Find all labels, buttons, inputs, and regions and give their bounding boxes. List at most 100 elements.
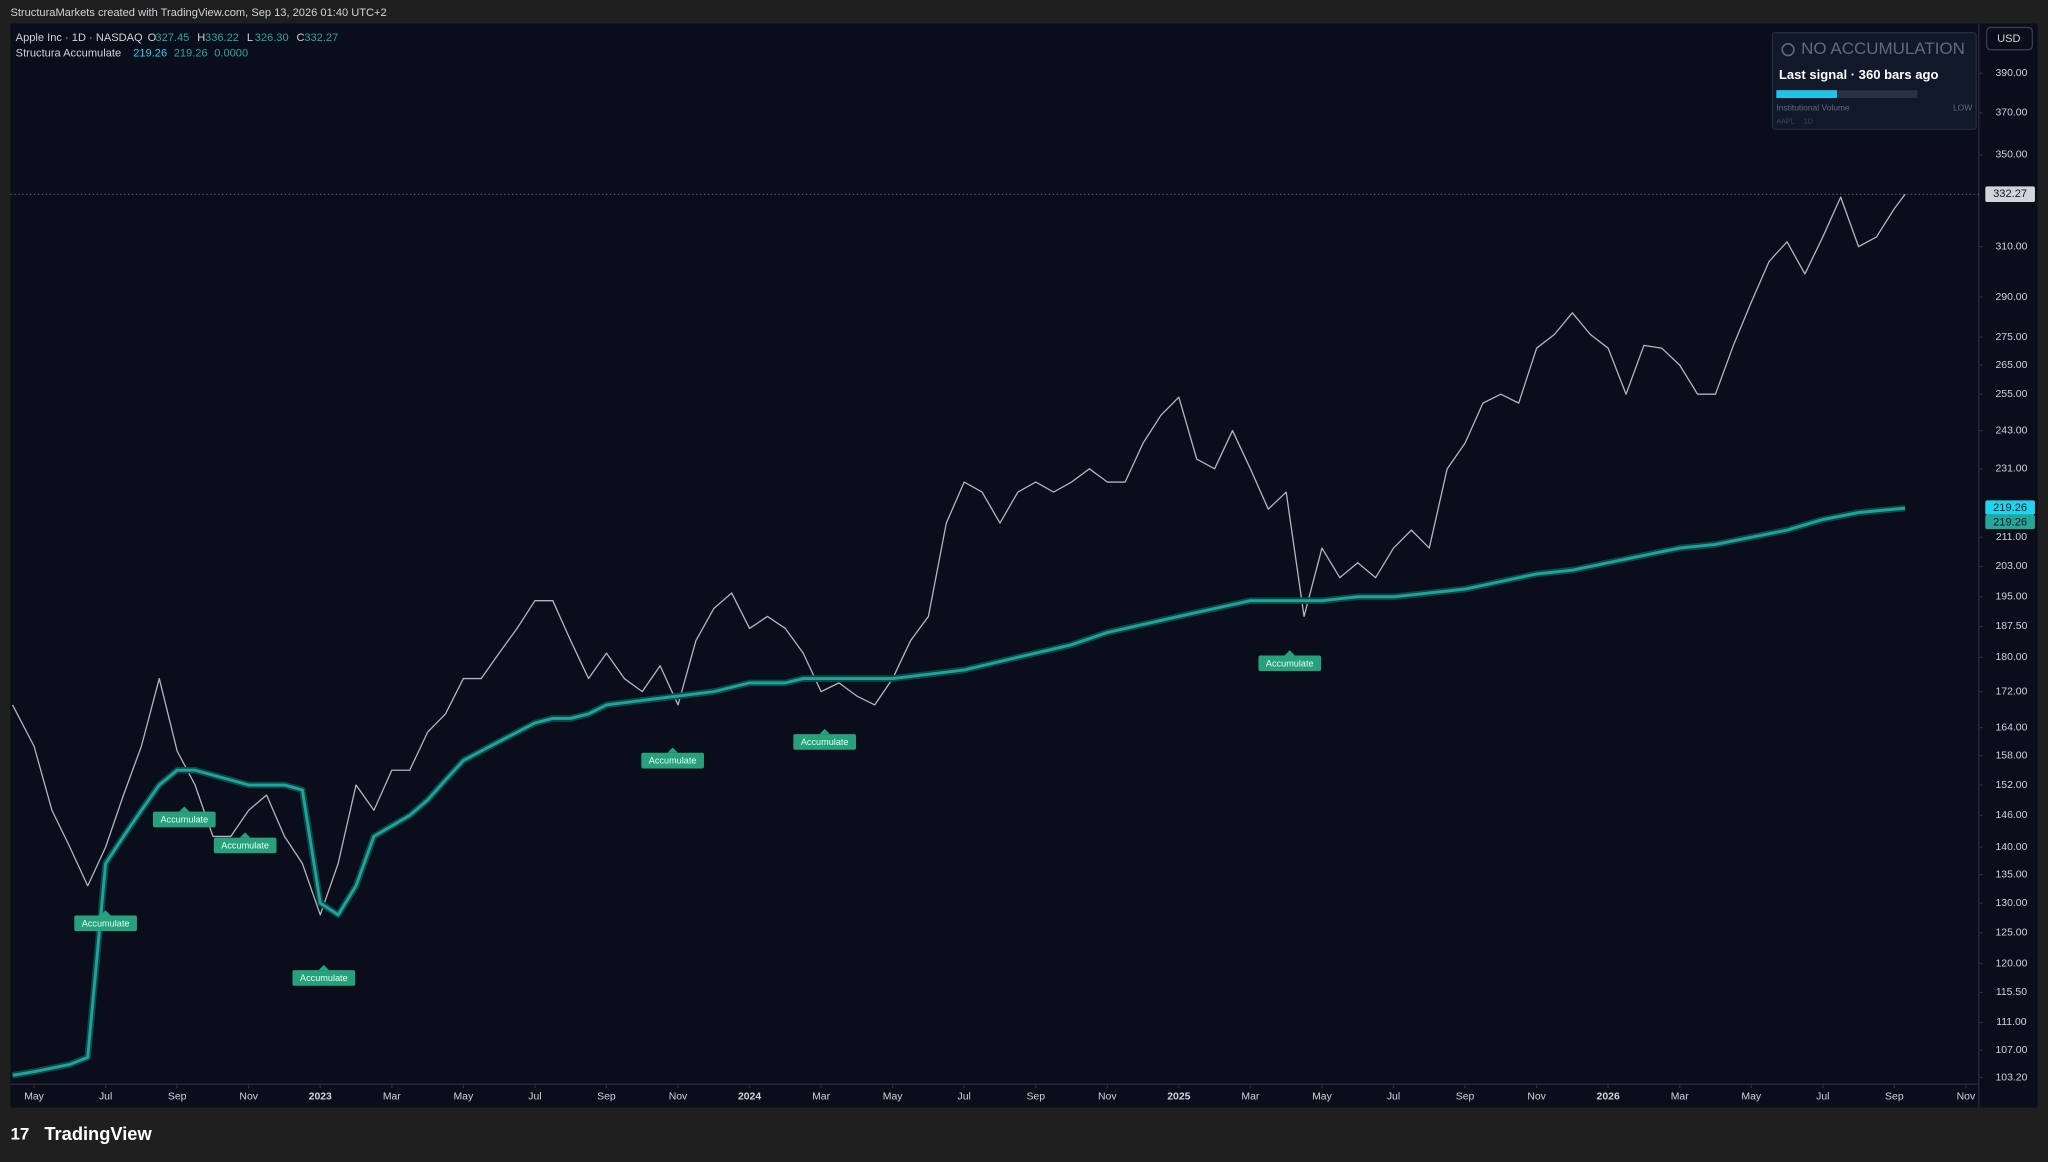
meter-label: Institutional Volume (1776, 103, 1850, 113)
indicator-value: 0.0000 (214, 48, 248, 60)
indicator-tag-text: 219.26 (1993, 517, 2027, 529)
signal-box (74, 915, 137, 932)
signal-pointer (100, 910, 111, 916)
x-tick-label: Sep (168, 1091, 187, 1102)
signal-label: Accumulate (82, 918, 130, 928)
logo-mark: 17 (10, 1125, 29, 1144)
accumulate-signal: Accumulate (793, 728, 857, 750)
panel-box (1771, 32, 1977, 130)
legend-key: H (197, 32, 205, 44)
accumulate-signal: Accumulate (152, 806, 216, 828)
y-tick-label: 211.00 (1996, 532, 2027, 543)
y-tick-label: 390.00 (1995, 68, 2027, 79)
accumulate-signal: Accumulate (1258, 650, 1322, 672)
y-tick-label: 107.00 (1995, 1045, 2027, 1056)
y-tick-label: 135.00 (1995, 869, 2027, 880)
indicator-value: 219.26 (133, 48, 167, 60)
legend-value: 332.27 (304, 32, 338, 44)
y-tick-label: 370.00 (1995, 108, 2027, 119)
x-tick-label: 2023 (309, 1091, 332, 1102)
y-tick-label: 164.00 (1995, 722, 2027, 733)
x-tick-label: 2024 (738, 1091, 761, 1102)
legend-key: C (296, 32, 304, 44)
signal-panel: NO ACCUMULATION Last signal · 360 bars a… (1771, 32, 1977, 130)
currency-button[interactable]: USD (1985, 26, 2033, 51)
x-tick-label: Nov (1527, 1091, 1546, 1102)
y-tick-label: 187.50 (1995, 621, 2027, 632)
signal-box (1258, 655, 1322, 672)
panel-interval: 1D (1804, 117, 1813, 125)
chart-pane (10, 23, 2038, 1108)
y-tick-label: 180.00 (1995, 652, 2027, 663)
panel-symbol: AAPL (1776, 117, 1794, 125)
x-tick-label: May (453, 1091, 473, 1102)
signal-box (793, 734, 857, 750)
y-tick-label: 350.00 (1995, 150, 2027, 161)
x-tick-label: Mar (1241, 1091, 1259, 1102)
y-tick-label: 120.00 (1995, 958, 2027, 969)
y-tick-label: 195.00 (1995, 592, 2027, 603)
signal-box (641, 752, 704, 769)
x-tick-label: Sep (1885, 1091, 1904, 1102)
y-tick-label: 275.00 (1995, 332, 2027, 343)
currency-label: USD (1997, 33, 2020, 45)
y-tick-label: 103.20 (1995, 1072, 2027, 1083)
logo[interactable]: 17 TradingView (10, 1123, 152, 1144)
panel-last-signal: Last signal · 360 bars ago (1779, 67, 1939, 82)
x-tick-label: Sep (597, 1091, 616, 1102)
y-tick-label: 243.00 (1995, 425, 2027, 436)
x-tick-label: 2025 (1167, 1091, 1190, 1102)
attribution: StructuraMarkets created with TradingVie… (10, 7, 386, 19)
x-tick-label: Jul (528, 1091, 541, 1102)
signal-pointer (819, 728, 830, 735)
y-tick-label: 265.00 (1995, 360, 2027, 371)
last-price-text: 332.27 (1993, 188, 2027, 200)
x-tick-label: May (24, 1091, 44, 1102)
signal-box (213, 837, 277, 854)
y-tick-label: 130.00 (1995, 898, 2027, 909)
accumulate-signal: Accumulate (74, 910, 137, 932)
currency-box (1985, 26, 2033, 51)
x-tick-label: May (1741, 1091, 1761, 1102)
logo-text: TradingView (44, 1123, 152, 1144)
price-line (12, 193, 1906, 916)
signal-label: Accumulate (1266, 658, 1314, 668)
y-tick-label: 158.00 (1995, 751, 2027, 762)
x-tick-label: May (1312, 1091, 1332, 1102)
signal-pointer (318, 964, 330, 971)
x-tick-label: Nov (1957, 1091, 1976, 1102)
legend-key: O (148, 32, 157, 44)
meter-level: LOW (1953, 103, 1972, 113)
x-tick-label: Nov (239, 1091, 258, 1102)
indicator-line (12, 506, 1906, 1077)
indicator-tag-text: 219.26 (1993, 502, 2027, 514)
y-tick-label: 125.00 (1995, 927, 2027, 938)
accumulate-signal: Accumulate (213, 832, 277, 854)
legend-value: 336.22 (205, 32, 239, 44)
y-tick-label: 115.50 (1996, 987, 2027, 998)
indicator-tag (1985, 514, 2035, 530)
y-tick-label: 111.00 (1996, 1017, 2027, 1028)
meter-fill (1776, 90, 1837, 98)
indicator-value: 219.26 (174, 48, 208, 60)
status-icon (1781, 43, 1795, 57)
y-tick-label: 231.00 (1995, 464, 2027, 475)
y-tick-label: 146.00 (1995, 810, 2027, 821)
last-price-tag (1985, 186, 2035, 203)
x-tick-label: Sep (1456, 1091, 1475, 1102)
signal-box (152, 811, 216, 828)
x-tick-label: Jul (958, 1091, 971, 1102)
y-tick-label: 140.00 (1995, 842, 2027, 853)
x-tick-label: Nov (669, 1091, 688, 1102)
accumulate-signal: Accumulate (641, 747, 704, 769)
legend-indicator: Structura Accumulate (16, 48, 121, 60)
y-tick-label: 310.00 (1995, 241, 2027, 252)
meter-track (1776, 90, 1918, 98)
signal-label: Accumulate (300, 973, 348, 983)
x-tick-label: Nov (1098, 1091, 1117, 1102)
y-tick-label: 172.00 (1995, 686, 2027, 697)
legend-key: L (247, 32, 253, 44)
signal-pointer (667, 747, 678, 753)
signal-label: Accumulate (160, 815, 208, 825)
